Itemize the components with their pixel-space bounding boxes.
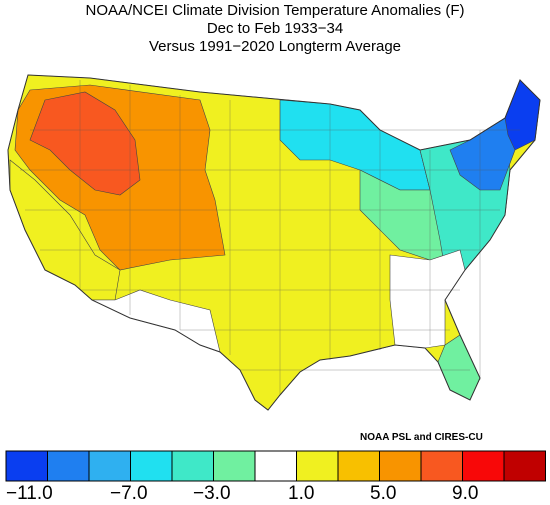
title-line-3: Versus 1991−2020 Longterm Average [149,38,401,55]
legend-swatch [213,450,256,482]
map-region-northwest-core [29,91,141,196]
division-boundaries [20,80,520,395]
legend-swatch [88,450,131,482]
legend-tick-label: −3.0 [193,483,231,504]
legend-swatch [379,450,422,482]
us-climate-division-map [7,74,541,411]
color-legend [5,450,546,482]
legend-tick-label: 1.0 [288,483,315,504]
legend-swatch [337,450,380,482]
legend-swatch [171,450,214,482]
data-credit: NOAA PSL and CIRES-CU [360,432,483,443]
legend-tick-label: −11.0 [6,483,53,504]
map-region-southeast-neutral [389,249,466,349]
legend-swatch [296,450,339,482]
legend-swatch [130,450,173,482]
legend-swatch [254,450,297,482]
legend-swatch [47,450,90,482]
legend-swatch [462,450,505,482]
title-line-1: NOAA/NCEI Climate Division Temperature A… [85,2,465,19]
legend-tick-label: 9.0 [452,483,479,504]
legend-tick-label: −7.0 [110,483,148,504]
us-outline [7,74,541,411]
legend-swatch [503,450,546,482]
legend-swatch [5,450,48,482]
legend-swatch [420,450,463,482]
legend-tick-label: 5.0 [370,483,397,504]
title-line-2: Dec to Feb 1933−34 [206,20,344,37]
